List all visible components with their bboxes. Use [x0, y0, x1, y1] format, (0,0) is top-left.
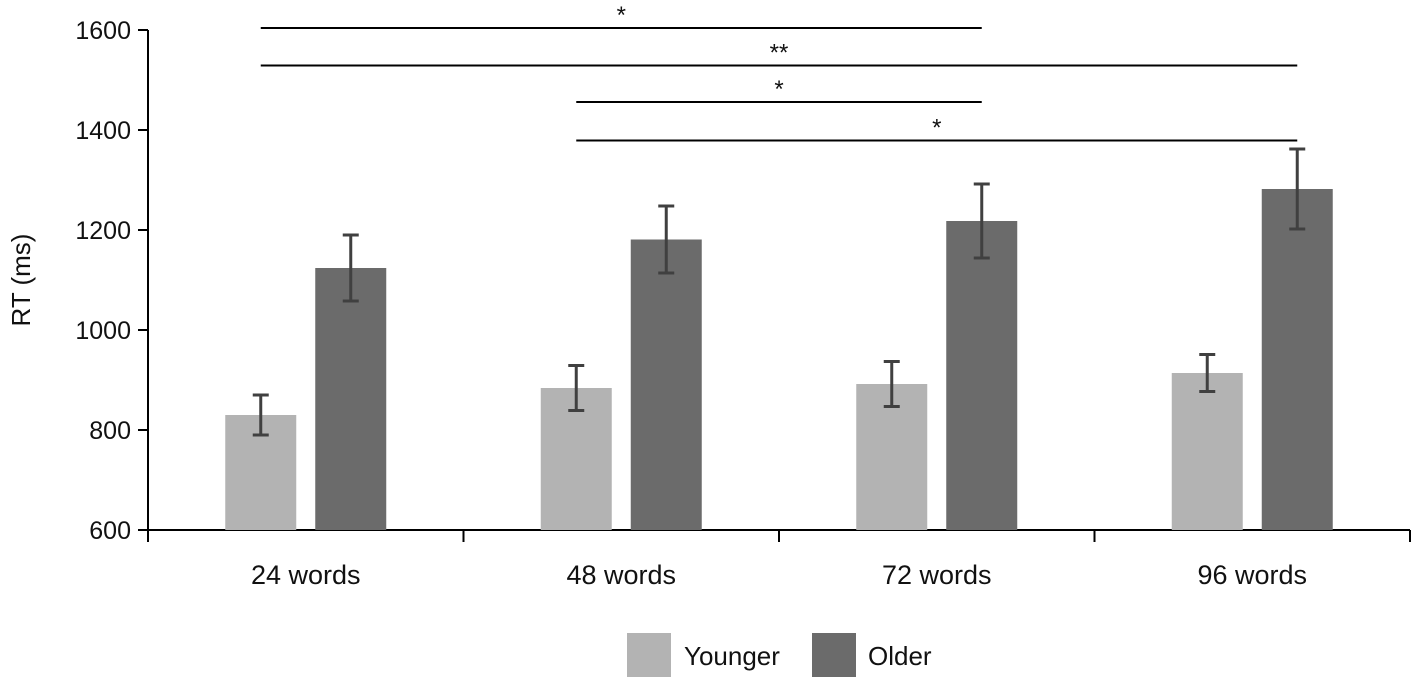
- x-tick-label: 96 words: [1197, 560, 1307, 590]
- y-tick-label: 1000: [75, 317, 131, 345]
- bars: [225, 147, 1333, 530]
- bar: [315, 268, 387, 530]
- x-tick-label: 72 words: [882, 560, 992, 590]
- y-tick-label: 1400: [75, 117, 131, 145]
- legend: Younger Older: [627, 633, 932, 677]
- legend-swatch: [627, 633, 671, 677]
- significance-marker: *: [617, 2, 626, 29]
- significance-marker: *: [774, 76, 783, 103]
- bar: [946, 221, 1018, 530]
- y-tick-label: 1200: [75, 217, 131, 245]
- x-tick-label: 24 words: [251, 560, 361, 590]
- y-axis-title: RT (ms): [6, 234, 36, 327]
- x-tick-label: 48 words: [566, 560, 676, 590]
- bar: [1261, 189, 1333, 530]
- y-tick-label: 800: [89, 417, 131, 445]
- significance-marker: *: [932, 115, 941, 142]
- bar: [1171, 373, 1243, 530]
- y-tick-label: 1600: [75, 17, 131, 45]
- bar: [856, 384, 928, 530]
- axes: 600 800 1000 1200 1400 1600 24 words 48 words 72…: [75, 17, 1411, 590]
- significance-marker: **: [770, 40, 789, 67]
- y-tick-label: 600: [89, 517, 131, 545]
- bar: [630, 239, 702, 530]
- significance-brackets: *****: [260, 2, 1298, 142]
- legend-swatch: [812, 633, 856, 677]
- legend-label: Older: [868, 641, 932, 671]
- legend-label: Younger: [684, 641, 780, 671]
